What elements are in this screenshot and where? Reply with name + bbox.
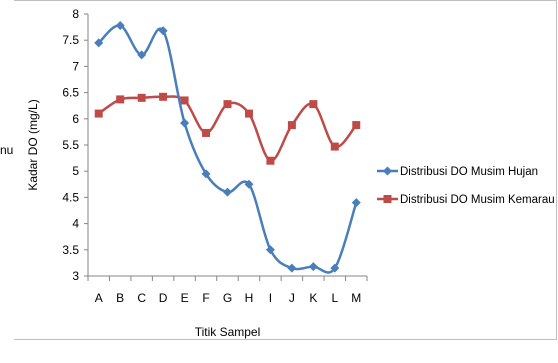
legend: Distribusi DO Musim Hujan Distribusi DO M… <box>377 166 555 206</box>
data-point-diamond <box>115 21 125 31</box>
x-tick-label: J <box>289 291 295 305</box>
series-diamond <box>94 21 361 274</box>
y-tick-label: 5 <box>72 164 79 178</box>
data-point-diamond <box>330 263 340 273</box>
data-point-square <box>180 96 189 105</box>
data-point-square <box>266 156 275 165</box>
data-point-square <box>223 100 232 109</box>
data-point-diamond <box>158 26 168 36</box>
data-point-diamond <box>180 118 190 128</box>
side-text-fragment: nu <box>0 143 14 157</box>
x-tick-label: E <box>181 291 189 305</box>
x-tick-label: I <box>269 291 272 305</box>
legend-label: Distribusi DO Musim Kemarau <box>400 194 555 206</box>
data-point-square <box>202 128 211 137</box>
data-point-square <box>159 92 168 101</box>
chart-frame <box>14 0 557 340</box>
y-tick-label: 3 <box>72 269 79 283</box>
data-point-square <box>137 93 146 102</box>
y-tick-label: 4 <box>72 217 79 231</box>
x-tick-label: K <box>309 291 317 305</box>
y-tick-label: 5.5 <box>62 138 79 152</box>
series-lines <box>94 21 361 274</box>
x-tick-label: H <box>245 291 254 305</box>
x-tick-label: C <box>137 291 146 305</box>
data-point-diamond <box>351 198 361 208</box>
y-axis: 3 3.5 4 4.5 5 5.5 6 6.5 7 7.5 8 <box>62 7 89 283</box>
data-point-diamond <box>94 38 104 48</box>
y-tick-label: 3.5 <box>62 243 79 257</box>
legend-marker-diamond <box>383 166 392 176</box>
data-point-square <box>330 142 339 151</box>
data-point-square <box>352 121 361 130</box>
data-point-diamond <box>137 50 147 60</box>
data-point-diamond <box>201 169 211 179</box>
data-point-diamond <box>223 187 232 197</box>
x-tick-label: L <box>331 291 338 305</box>
legend-label: Distribusi DO Musim Hujan <box>400 166 538 178</box>
y-tick-label: 6.5 <box>62 86 79 100</box>
legend-marker-square <box>383 195 392 203</box>
series-square <box>94 92 361 165</box>
y-tick-label: 8 <box>72 7 79 21</box>
x-tick-label: M <box>351 291 361 305</box>
data-point-square <box>287 121 296 130</box>
x-tick-label: D <box>159 291 168 305</box>
x-tick-label: A <box>95 291 103 305</box>
series-line <box>97 24 358 274</box>
data-point-square <box>309 100 318 109</box>
data-point-diamond <box>287 263 297 273</box>
y-tick-label: 4.5 <box>62 190 79 204</box>
y-tick-label: 6 <box>72 112 79 126</box>
data-point-diamond <box>308 262 318 272</box>
x-tick-label: F <box>202 291 209 305</box>
y-tick-label: 7 <box>72 59 79 73</box>
data-point-square <box>94 109 103 118</box>
data-point-square <box>244 109 253 118</box>
y-axis-title: Kadar DO (mg/L) <box>26 99 40 190</box>
y-tick-label: 7.5 <box>62 33 79 47</box>
data-point-diamond <box>265 245 275 255</box>
x-axis-title: Titik Sampel <box>195 325 261 339</box>
x-tick-label: B <box>116 291 124 305</box>
data-point-diamond <box>244 179 254 189</box>
x-tick-label: G <box>223 291 232 305</box>
data-point-square <box>116 95 125 104</box>
